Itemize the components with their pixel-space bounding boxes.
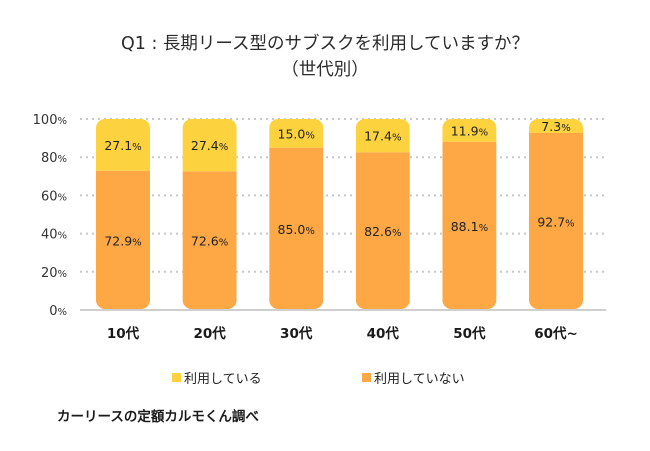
y-tick-label: 60% <box>41 189 67 204</box>
bar-segment-not-using <box>96 170 150 309</box>
data-label-using: 27.1% <box>104 138 141 153</box>
bar-segment-not-using <box>269 147 324 309</box>
y-tick-label: 80% <box>41 151 67 166</box>
bar-segment-not-using <box>182 171 237 309</box>
bars: 72.9% 27.1% 72.6% 27.4% 85.0% 15.0% 82.6% 17.4%… <box>96 119 583 309</box>
bar-segment-using <box>442 119 497 142</box>
y-tick-label: 0% <box>49 304 67 319</box>
bar-segment-not-using <box>355 152 410 309</box>
x-tick-label: 30代 <box>280 325 313 342</box>
bar-segment-using <box>529 119 583 133</box>
bar-segment-using <box>96 119 150 171</box>
bar-stack: 72.6% 27.4% <box>182 119 237 309</box>
data-label-not-using: 88.1% <box>451 219 488 234</box>
bar-stack: 72.9% 27.1% <box>96 119 150 309</box>
y-tick-label: 100% <box>33 113 67 128</box>
legend-label-not-using: 利用していない <box>374 372 465 387</box>
bar-stack: 82.6% 17.4% <box>355 119 410 309</box>
data-label-not-using: 82.6% <box>364 224 401 239</box>
data-label-using: 17.4% <box>364 129 401 144</box>
chart-subtitle: （世代別） <box>281 60 369 80</box>
legend-swatch-using <box>172 373 181 382</box>
chart-title: Q1 : 長期リース型のサブスクを利用していますか？ <box>120 34 530 54</box>
y-axis-ticks: 0% 20% 40% 60% 80% 100% <box>33 113 67 319</box>
bar-segment-using <box>355 119 410 153</box>
x-tick-label: 60代~ <box>534 325 578 342</box>
bar-segment-using <box>269 119 324 148</box>
data-label-not-using: 85.0% <box>278 222 315 237</box>
legend-item-not-using: 利用していない <box>362 368 465 387</box>
bar-segment-not-using <box>529 132 583 309</box>
bar-stack: 85.0% 15.0% <box>269 119 324 309</box>
data-label-not-using: 92.7% <box>537 214 574 229</box>
data-label-using: 15.0% <box>278 126 315 141</box>
source-note: カーリースの定額カルモくん調べ <box>57 409 259 425</box>
x-axis-ticks: 10代 20代 30代 40代 50代 60代~ <box>107 325 578 342</box>
legend-label-using: 利用している <box>184 372 262 387</box>
legend-item-using: 利用している <box>172 368 262 387</box>
x-tick-label: 10代 <box>107 325 140 342</box>
data-label-not-using: 72.9% <box>104 233 141 248</box>
bar-segment-not-using <box>442 141 497 309</box>
legend-swatch-not-using <box>362 373 371 382</box>
y-tick-label: 20% <box>41 266 67 281</box>
gridlines <box>80 118 606 311</box>
x-tick-label: 50代 <box>453 325 486 342</box>
x-tick-label: 40代 <box>367 325 400 342</box>
bar-stack: 88.1% 11.9% <box>442 119 497 309</box>
bar-segment-using <box>182 119 237 172</box>
y-tick-label: 40% <box>41 228 67 243</box>
data-label-using: 7.3% <box>541 119 570 134</box>
data-label-not-using: 72.6% <box>191 234 228 249</box>
data-label-using: 11.9% <box>451 123 488 138</box>
data-label-using: 27.4% <box>191 138 228 153</box>
bar-stack: 92.7% 7.3% <box>529 119 583 309</box>
x-tick-label: 20代 <box>193 325 226 342</box>
